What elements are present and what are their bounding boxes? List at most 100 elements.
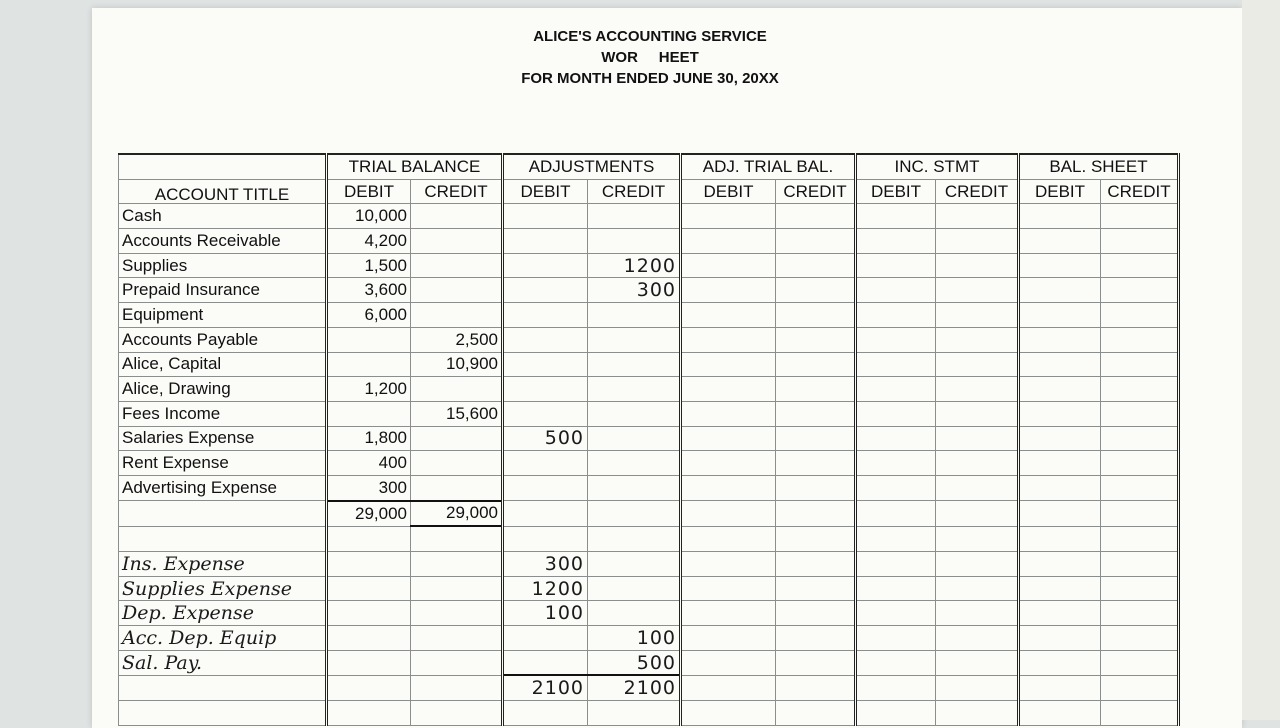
empty-cell bbox=[1017, 600, 1101, 627]
empty-cell bbox=[854, 700, 936, 726]
empty-cell bbox=[775, 203, 856, 230]
empty-cell bbox=[1017, 326, 1101, 353]
adj-debit: 100 bbox=[501, 600, 588, 627]
adj-debit bbox=[501, 277, 588, 304]
empty-cell bbox=[1017, 302, 1101, 328]
credit-header: CREDIT bbox=[410, 178, 503, 205]
empty-cell bbox=[1100, 649, 1180, 676]
empty-cell bbox=[679, 425, 776, 452]
empty-cell bbox=[935, 277, 1019, 304]
background-edge bbox=[1242, 0, 1280, 720]
empty-cell bbox=[118, 500, 327, 527]
account-row: Supplies 1,500 1200 bbox=[118, 252, 1180, 279]
group-header: ADJUSTMENTS bbox=[501, 152, 681, 180]
account-row: Prepaid Insurance 3,600 300 bbox=[118, 277, 1180, 304]
empty-cell bbox=[854, 351, 936, 378]
empty-cell bbox=[410, 674, 503, 702]
empty-cell bbox=[775, 425, 856, 452]
tb-debit bbox=[325, 400, 411, 427]
empty-cell bbox=[1017, 376, 1101, 402]
empty-cell bbox=[325, 625, 411, 651]
tb-credit: 15,600 bbox=[410, 400, 503, 427]
empty-cell bbox=[854, 551, 936, 577]
empty-cell bbox=[410, 575, 503, 602]
adj-debit bbox=[501, 351, 588, 378]
adj-debit: 500 bbox=[501, 425, 588, 452]
empty-cell bbox=[1017, 228, 1101, 254]
empty-cell bbox=[1100, 450, 1180, 476]
tb-debit: 300 bbox=[325, 474, 411, 502]
tb-credit bbox=[410, 203, 503, 230]
adj-debit bbox=[501, 252, 588, 279]
empty-cell bbox=[325, 525, 411, 553]
empty-cell bbox=[935, 700, 1019, 726]
empty-cell bbox=[410, 551, 503, 577]
empty-cell bbox=[935, 575, 1019, 602]
group-header: ADJ. TRIAL BAL. bbox=[679, 152, 856, 180]
empty-cell bbox=[935, 600, 1019, 627]
empty-cell bbox=[854, 649, 936, 676]
tb-debit: 3,600 bbox=[325, 277, 411, 304]
adjustment-account-row: Ins. Expense 300 bbox=[118, 551, 1180, 577]
adj-totals-row: 2100 2100 bbox=[118, 674, 1180, 702]
adj-credit bbox=[587, 376, 681, 402]
empty-cell bbox=[587, 500, 681, 527]
empty-cell bbox=[679, 277, 776, 304]
empty-cell bbox=[935, 228, 1019, 254]
group-header: INC. STMT bbox=[854, 152, 1019, 180]
credit-header: CREDIT bbox=[1100, 178, 1180, 205]
empty-cell bbox=[854, 203, 936, 230]
debit-header: DEBIT bbox=[679, 178, 776, 205]
blank-header bbox=[118, 152, 327, 180]
debit-header: DEBIT bbox=[325, 178, 411, 205]
empty-cell bbox=[854, 474, 936, 502]
empty-cell bbox=[775, 674, 856, 702]
empty-cell bbox=[410, 525, 503, 553]
tb-debit bbox=[325, 351, 411, 378]
empty-cell bbox=[679, 351, 776, 378]
empty-cell bbox=[679, 474, 776, 502]
tb-credit bbox=[410, 376, 503, 402]
empty-cell bbox=[1100, 525, 1180, 553]
account-row: Accounts Payable 2,500 bbox=[118, 326, 1180, 353]
credit-header: CREDIT bbox=[587, 178, 681, 205]
account-title: Prepaid Insurance bbox=[118, 277, 327, 304]
empty-cell bbox=[1100, 575, 1180, 602]
empty-cell bbox=[775, 450, 856, 476]
empty-cell bbox=[1100, 674, 1180, 702]
empty-cell bbox=[775, 474, 856, 502]
empty-cell bbox=[679, 252, 776, 279]
empty-cell bbox=[854, 376, 936, 402]
empty-cell bbox=[1017, 625, 1101, 651]
tb-credit bbox=[410, 302, 503, 328]
empty-cell bbox=[935, 474, 1019, 502]
account-title: Alice, Capital bbox=[118, 351, 327, 378]
account-title: Accounts Payable bbox=[118, 326, 327, 353]
empty-cell bbox=[118, 525, 327, 553]
empty-cell bbox=[775, 700, 856, 726]
tb-debit: 1,500 bbox=[325, 252, 411, 279]
adj-debit-total: 2100 bbox=[501, 674, 588, 702]
empty-cell bbox=[854, 277, 936, 304]
credit-header: CREDIT bbox=[935, 178, 1019, 205]
empty-cell bbox=[935, 649, 1019, 676]
empty-cell bbox=[410, 649, 503, 676]
account-title: Salaries Expense bbox=[118, 425, 327, 452]
adj-debit: 1200 bbox=[501, 575, 588, 602]
empty-cell bbox=[935, 425, 1019, 452]
empty-cell bbox=[1017, 400, 1101, 427]
document-title: WOR HEET bbox=[601, 49, 699, 66]
adj-debit bbox=[501, 326, 588, 353]
tb-debit: 400 bbox=[325, 450, 411, 476]
empty-cell bbox=[854, 500, 936, 527]
account-title: Alice, Drawing bbox=[118, 376, 327, 402]
empty-cell bbox=[935, 450, 1019, 476]
empty-cell bbox=[1017, 351, 1101, 378]
empty-cell bbox=[501, 525, 588, 553]
empty-cell bbox=[935, 625, 1019, 651]
credit-header: CREDIT bbox=[775, 178, 856, 205]
empty-cell bbox=[679, 228, 776, 254]
empty-cell bbox=[1017, 649, 1101, 676]
debit-header: DEBIT bbox=[854, 178, 936, 205]
account-title: Advertising Expense bbox=[118, 474, 327, 502]
